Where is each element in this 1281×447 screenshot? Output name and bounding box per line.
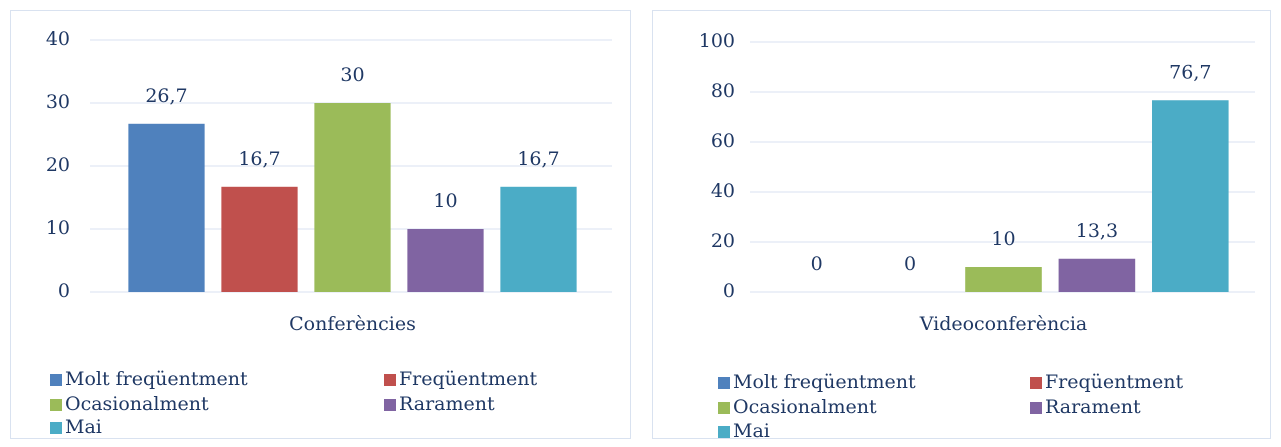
data-label: 76,7 (1169, 61, 1211, 83)
data-label: 0 (904, 253, 916, 275)
bar (965, 267, 1042, 292)
legend-label: Rarament (399, 393, 495, 415)
legend-swatch (50, 374, 62, 386)
legend-swatch (718, 402, 730, 414)
legend-label: Molt freqüentment (733, 371, 916, 393)
y-tick-label: 80 (711, 80, 735, 102)
bar (500, 186, 577, 292)
legend-swatch (1030, 402, 1042, 414)
data-label: 0 (811, 253, 823, 275)
data-label: 30 (340, 64, 364, 86)
y-tick-label: 0 (723, 280, 735, 302)
y-tick-label: 10 (46, 217, 70, 239)
bar (314, 103, 391, 292)
legend-label: Mai (65, 416, 102, 438)
data-label: 16,7 (517, 148, 559, 170)
data-label: 10 (991, 228, 1015, 250)
bar (128, 123, 205, 292)
legend-swatch (1030, 377, 1042, 389)
legend-label: Freqüentment (399, 368, 538, 390)
legend-label: Molt freqüentment (65, 368, 248, 390)
legend-label: Rarament (1045, 396, 1141, 418)
bar (221, 186, 298, 292)
y-tick-label: 0 (58, 280, 70, 302)
data-label: 10 (433, 190, 457, 212)
legend-swatch (384, 374, 396, 386)
legend-swatch (718, 426, 730, 438)
legend-swatch (384, 399, 396, 411)
legend-swatch (50, 399, 62, 411)
y-tick-label: 20 (711, 230, 735, 252)
y-tick-label: 30 (46, 91, 70, 113)
y-tick-label: 100 (699, 30, 735, 52)
y-tick-label: 20 (46, 154, 70, 176)
legend-label: Mai (733, 420, 770, 442)
legend-label: Ocasionalment (733, 396, 877, 418)
bar (407, 229, 484, 292)
legend-swatch (50, 422, 62, 434)
legend-label: Ocasionalment (65, 393, 209, 415)
data-label: 13,3 (1076, 220, 1118, 242)
x-axis-category: Conferències (289, 313, 416, 335)
data-label: 26,7 (145, 85, 187, 107)
y-tick-label: 40 (46, 28, 70, 50)
legend-label: Freqüentment (1045, 371, 1184, 393)
y-tick-label: 40 (711, 180, 735, 202)
y-tick-label: 60 (711, 130, 735, 152)
data-label: 16,7 (238, 148, 280, 170)
bar (1058, 258, 1136, 292)
x-axis-category: Videoconferència (919, 313, 1088, 335)
bar (1152, 100, 1229, 292)
legend-swatch (718, 377, 730, 389)
